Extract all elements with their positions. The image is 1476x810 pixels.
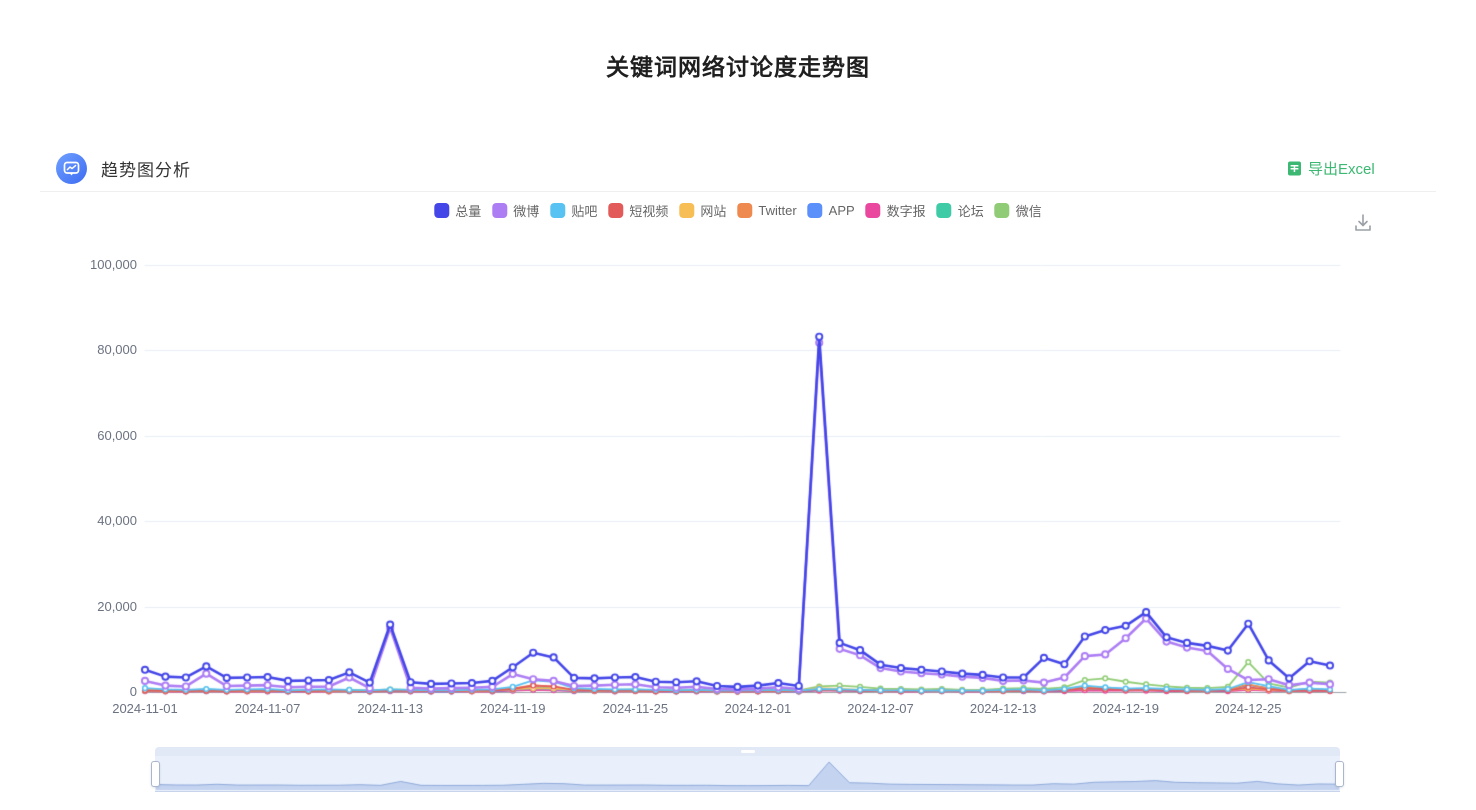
datazoom-left-handle[interactable] [151, 761, 160, 787]
legend-swatch [936, 203, 952, 218]
datazoom-data-shadow [155, 755, 1340, 791]
legend-label: Twitter [758, 203, 797, 218]
legend-item-短视频[interactable]: 短视频 [608, 201, 668, 220]
legend-item-Twitter[interactable]: Twitter [737, 203, 797, 218]
y-axis-label: 20,000 [97, 598, 137, 614]
legend-label: APP [828, 203, 855, 218]
legend-label: 短视频 [629, 204, 669, 219]
x-axis-label: 2024-12-01 [724, 701, 792, 716]
legend-item-贴吧[interactable]: 贴吧 [550, 201, 597, 220]
legend-swatch [737, 203, 753, 218]
legend-label: 数字报 [886, 204, 926, 219]
section-header: 趋势图分析 [56, 153, 191, 184]
legend-item-微信[interactable]: 微信 [994, 201, 1042, 220]
legend-label: 论坛 [957, 204, 984, 219]
x-axis-label: 2024-11-25 [602, 701, 669, 716]
datazoom-move-bar[interactable] [155, 747, 1340, 756]
legend-item-APP[interactable]: APP [807, 203, 855, 218]
x-axis-label: 2024-12-19 [1092, 701, 1159, 716]
export-excel-button[interactable]: 导出Excel [1286, 158, 1375, 179]
legend-label: 网站 [700, 204, 727, 219]
x-axis-label: 2024-12-13 [969, 701, 1037, 716]
legend-label: 总量 [455, 204, 482, 219]
y-axis-label: 80,000 [97, 342, 137, 358]
legend-swatch [679, 203, 695, 218]
legend-item-微博[interactable]: 微博 [492, 201, 539, 220]
datazoom-move-grip-icon [740, 750, 755, 753]
header-divider [40, 191, 1436, 192]
legend: 总量 微博 贴吧 短视频 网站 Twitter APP 数字报 论坛 微信 [434, 201, 1042, 220]
legend-item-数字报[interactable]: 数字报 [865, 201, 926, 220]
legend-label: 微博 [513, 204, 540, 219]
datazoom-right-handle[interactable] [1335, 761, 1344, 787]
legend-swatch [865, 203, 881, 218]
datazoom-window[interactable] [155, 755, 1340, 792]
y-axis-label: 100,000 [90, 257, 137, 272]
x-axis-label: 2024-12-07 [847, 701, 914, 716]
legend-swatch [434, 203, 450, 218]
trend-analysis-icon [56, 153, 87, 184]
legend-swatch [994, 203, 1010, 218]
datazoom-slider[interactable] [151, 747, 1344, 792]
export-excel-label: 导出Excel [1308, 161, 1375, 178]
legend-item-论坛[interactable]: 论坛 [936, 201, 984, 220]
legend-swatch [492, 203, 508, 218]
excel-file-icon [1286, 160, 1303, 177]
x-axis-label: 2024-11-13 [357, 701, 423, 716]
x-axis-label: 2024-11-07 [234, 701, 301, 716]
y-axis-label: 40,000 [97, 513, 137, 529]
section-title: 趋势图分析 [101, 161, 191, 180]
legend-item-总量[interactable]: 总量 [434, 201, 481, 220]
x-axis-label: 2024-11-19 [479, 701, 546, 716]
legend-swatch [807, 203, 823, 218]
legend-label: 微信 [1015, 204, 1042, 219]
legend-item-网站[interactable]: 网站 [679, 201, 726, 220]
save-as-image-download-icon[interactable] [1351, 211, 1375, 235]
y-axis-label: 60,000 [97, 427, 137, 443]
x-axis-label: 2024-12-25 [1215, 701, 1282, 716]
legend-label: 贴吧 [571, 204, 598, 219]
trend-line-chart[interactable] [0, 0, 1476, 745]
page-title: 关键词网络讨论度走势图 [606, 54, 870, 80]
y-axis-label: 0 [129, 684, 137, 699]
legend-swatch [550, 203, 566, 218]
legend-swatch [608, 203, 624, 218]
x-axis-label: 2024-11-01 [112, 701, 178, 716]
